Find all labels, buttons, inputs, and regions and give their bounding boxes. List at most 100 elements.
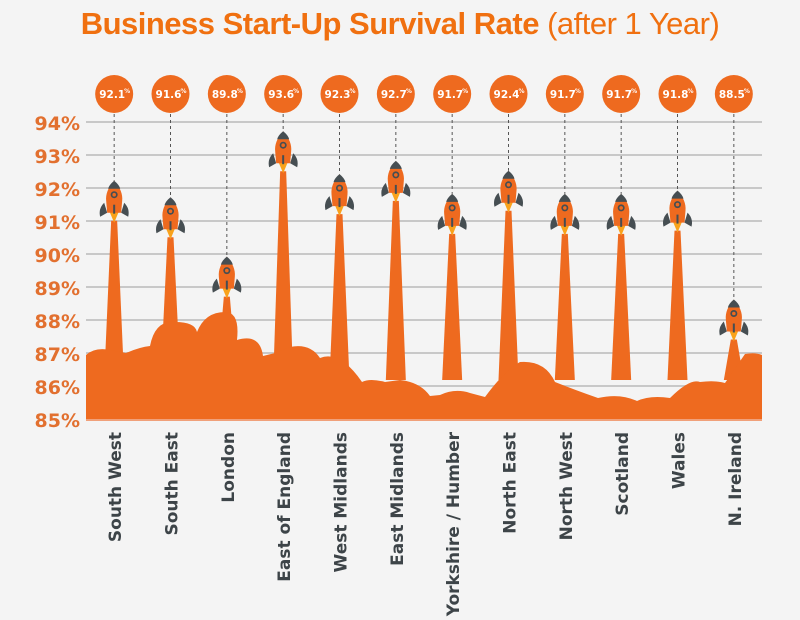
data-label: 91.7 — [437, 89, 463, 101]
value-badge: 91.6% — [151, 75, 190, 113]
rocket-icon — [663, 190, 692, 233]
data-label-suffix: % — [293, 88, 299, 95]
data-label-suffix: % — [406, 88, 412, 95]
rocket-icon — [325, 174, 354, 217]
chart-title-sub: (after 1 Year) — [547, 6, 720, 41]
rocket-trail — [667, 230, 688, 380]
y-tick-label: 92% — [35, 179, 80, 201]
rocket-icon — [719, 299, 749, 342]
rocket-icon — [550, 193, 580, 236]
value-badge: 91.7% — [433, 75, 472, 113]
rocket-fin-right — [571, 215, 580, 230]
rocket-fin-right — [459, 215, 467, 230]
rocket-fin-right — [402, 182, 411, 197]
x-tick-label: South East — [163, 432, 183, 536]
y-tick-label: 89% — [35, 278, 80, 300]
rocket-trail — [104, 220, 125, 380]
rocket-trail — [611, 233, 632, 380]
rocket-icon — [99, 180, 129, 223]
value-badge: 91.8% — [658, 75, 697, 113]
rocket-flame — [221, 286, 232, 299]
value-badge: 92.4% — [489, 75, 528, 113]
data-label-suffix: % — [237, 88, 243, 95]
y-tick-label: 94% — [35, 113, 80, 135]
x-tick-label: South West — [106, 432, 126, 542]
y-tick-label: 91% — [35, 212, 80, 234]
y-tick-label: 88% — [35, 311, 80, 333]
rocket-trail — [385, 200, 406, 380]
data-label: 92.7 — [381, 89, 407, 101]
value-badge-circle — [658, 75, 697, 113]
rocket-fin-right — [740, 321, 749, 336]
x-tick-label: London — [219, 432, 239, 503]
rocket-center-fin — [507, 194, 510, 204]
rocket-nose — [164, 197, 177, 206]
rocket-fin-right — [628, 215, 636, 230]
rocket-nose — [502, 170, 515, 179]
rocket-window-glass — [394, 173, 398, 177]
rocket-flame — [447, 223, 458, 236]
rocket-fin-left — [550, 215, 558, 230]
data-label-suffix: % — [518, 88, 524, 95]
rocket-window-glass — [675, 202, 680, 207]
rocket-window-glass — [563, 206, 567, 210]
rocket-fin-left — [212, 278, 220, 293]
data-label: 92.3 — [325, 89, 351, 101]
x-axis-labels: South West South East London East of Englan… — [106, 431, 746, 617]
rocket-fin-left — [437, 215, 446, 230]
rocket-trail — [498, 210, 519, 380]
rocket-center-fin — [338, 198, 341, 208]
rocket-fin-left — [156, 219, 164, 234]
rocket-fin-right — [515, 192, 523, 207]
x-tick-label: Yorkshire / Humber — [444, 431, 464, 617]
rocket-trail — [442, 233, 463, 380]
rocket-nose — [446, 193, 459, 202]
rocket-fin-right — [233, 278, 242, 293]
data-label: 93.6 — [268, 89, 294, 101]
data-label-suffix: % — [349, 88, 355, 95]
rocket-flame — [503, 200, 514, 213]
rocket-window-glass — [168, 209, 173, 213]
rockets — [99, 131, 749, 342]
data-label: 91.8 — [663, 89, 689, 101]
value-badge-circle — [602, 75, 641, 113]
rocket-flame — [728, 329, 739, 342]
rocket-icon — [437, 193, 467, 236]
x-tick-label: Scotland — [613, 432, 633, 516]
rocket-center-fin — [225, 280, 228, 290]
value-badge-circle — [714, 75, 753, 113]
rocket-icon — [494, 170, 523, 213]
rocket-icon — [381, 160, 411, 203]
data-label: 89.8 — [212, 89, 238, 101]
rocket-flame — [559, 223, 570, 236]
data-label: 92.1 — [99, 89, 125, 101]
rocket-nose — [333, 174, 346, 183]
rocket-flame — [109, 210, 120, 223]
rocket-fin-right — [346, 196, 354, 211]
rocket-center-fin — [169, 221, 172, 231]
rocket-window-glass — [619, 206, 623, 210]
rocket-flame — [616, 223, 627, 236]
data-label-suffix: % — [462, 88, 468, 95]
rocket-nose — [671, 190, 684, 199]
rocket-window-glass — [281, 143, 285, 147]
data-label-suffix: % — [631, 88, 637, 95]
x-tick-label: East Midlands — [388, 432, 408, 566]
rocket-fin-right — [121, 202, 129, 217]
rocket-window-glass — [450, 206, 454, 210]
rocket-window-glass — [732, 311, 736, 316]
data-label-suffix: % — [575, 88, 581, 95]
y-tick-label: 93% — [35, 146, 80, 168]
value-badge: 89.8% — [207, 75, 246, 113]
rocket-fin-left — [663, 212, 671, 227]
data-label: 91.7 — [606, 89, 632, 101]
rocket-flame — [390, 190, 401, 203]
data-label: 92.4 — [494, 89, 520, 101]
x-tick-label: West Midlands — [332, 432, 352, 572]
value-badge-circle — [433, 75, 472, 113]
value-badge: 92.3% — [320, 75, 359, 113]
data-label-suffix: % — [180, 88, 186, 95]
leader-lines — [113, 108, 735, 300]
rocket-icon — [268, 131, 298, 174]
data-label: 88.5 — [719, 89, 745, 101]
